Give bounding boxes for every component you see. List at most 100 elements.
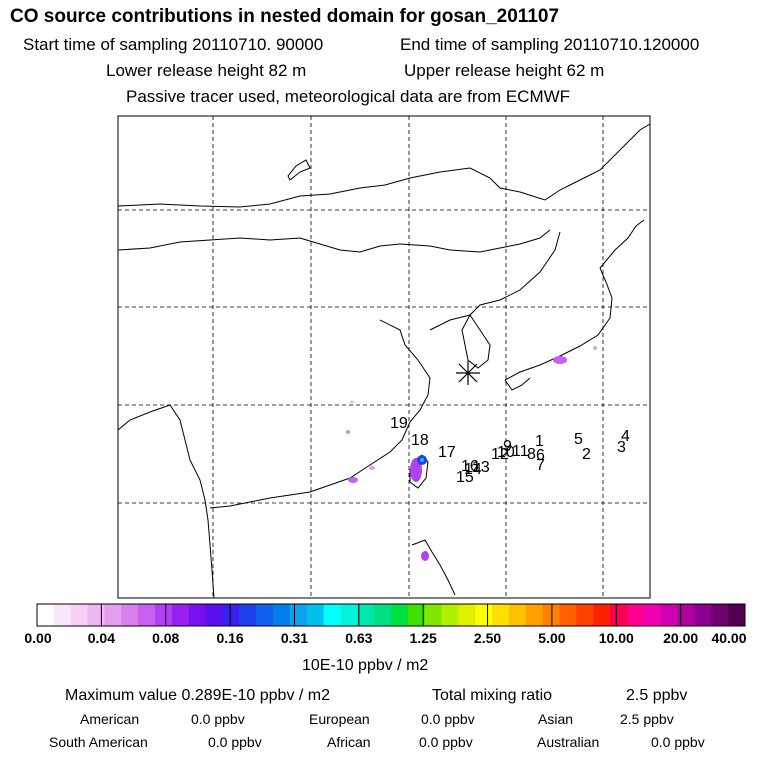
start-time-text: Start time of sampling 20110710. 90000 xyxy=(23,35,324,54)
trajectory-label: 2 xyxy=(582,446,591,463)
total-mixing-value: 2.5 ppbv xyxy=(626,687,688,704)
receptor-marker-line xyxy=(458,363,478,383)
trajectory-label: 4 xyxy=(621,428,630,445)
australian-label: Australian xyxy=(537,734,600,750)
colorbar-cell xyxy=(728,604,746,626)
colorbar-cell xyxy=(509,604,527,626)
colorbar-cell xyxy=(492,604,510,626)
colorbar-tick-label: 0.31 xyxy=(281,630,308,646)
american-label: American xyxy=(80,711,140,727)
colorbar-tick-label: 5.00 xyxy=(538,630,565,646)
concentration-patch xyxy=(420,458,424,462)
colorbar-cell xyxy=(475,604,493,626)
concentration-patch xyxy=(593,346,597,350)
concentration-patch xyxy=(346,430,350,434)
receptor-marker xyxy=(456,361,480,385)
colorbar-cell xyxy=(340,604,358,626)
colorbar-tick-label: 20.00 xyxy=(663,630,698,646)
trajectory-labels: 1 2 3 4 5 6 7 8 9 10 11 12 13 14 15 16 1… xyxy=(390,415,630,486)
colorbar-cell xyxy=(273,604,291,626)
japan-coastline xyxy=(504,267,613,381)
colorbar-cell xyxy=(559,604,577,626)
african-value: 0.0 ppbv xyxy=(419,734,473,750)
colorbar-cell xyxy=(171,604,190,626)
upper-height-text: Upper release height 62 m xyxy=(404,61,605,80)
colorbar-cell xyxy=(525,604,544,626)
american-value: 0.0 ppbv xyxy=(191,711,245,727)
trajectory-label: 7 xyxy=(536,457,545,474)
trajectory-label: 11 xyxy=(512,443,529,460)
colorbar-cell xyxy=(610,604,628,626)
trajectory-label: 15 xyxy=(456,469,474,486)
max-value-text: Maximum value 0.289E-10 ppbv / m2 xyxy=(65,687,331,704)
trajectory-label: 17 xyxy=(438,444,456,461)
trajectory-label: 5 xyxy=(574,431,583,448)
concentration-patch xyxy=(348,477,358,483)
trajectory-label: 6 xyxy=(536,447,545,464)
lower-height-text: Lower release height 82 m xyxy=(106,61,307,80)
philippines-outline xyxy=(411,539,456,596)
concentration-patches xyxy=(346,346,597,561)
trajectory-label: 8 xyxy=(527,446,536,463)
asian-label: Asian xyxy=(538,711,574,727)
colorbar-tick-label: 0.63 xyxy=(345,630,372,646)
colorbar-cell xyxy=(306,604,325,626)
colorbar-cell xyxy=(121,604,139,626)
colorbar-cell xyxy=(593,604,611,626)
lake-outline xyxy=(287,159,311,181)
colorbar-cell xyxy=(458,604,476,626)
coastline xyxy=(117,123,651,208)
concentration-patch xyxy=(369,466,375,470)
colorbar-cell xyxy=(711,604,729,626)
colorbar-ticks: 0.00 0.04 0.08 0.16 0.31 0.63 1.25 2.50 5.00 10.0… xyxy=(24,604,747,646)
colorbar-cell xyxy=(70,604,89,626)
australian-value: 0.0 ppbv xyxy=(651,734,705,750)
european-label: European xyxy=(309,711,370,727)
colorbar-cell xyxy=(323,604,341,626)
colorbar-cell xyxy=(138,604,156,626)
colorbar-cell xyxy=(694,604,712,626)
colorbar-tick-label: 10.00 xyxy=(599,630,634,646)
colorbar-cell xyxy=(441,604,459,626)
trajectory-label: 10 xyxy=(497,444,515,461)
japan-coastline xyxy=(599,219,645,269)
colorbar-cell xyxy=(374,604,392,626)
coastline xyxy=(429,231,561,331)
trajectory-label: 16 xyxy=(461,458,479,475)
colorbar-cell xyxy=(256,604,274,626)
african-label: African xyxy=(327,734,371,750)
colorbar-cell xyxy=(222,604,240,626)
trajectory-label: 13 xyxy=(472,459,490,476)
colorbar-cell xyxy=(627,604,645,626)
japan-coastline xyxy=(504,377,531,391)
trajectory-label: 9 xyxy=(503,438,512,455)
colorbar-tick-label: 2.50 xyxy=(474,630,501,646)
end-time-text: End time of sampling 20110710.120000 xyxy=(400,35,700,54)
colorbar-cell xyxy=(205,604,223,626)
colorbar-cell xyxy=(357,604,375,626)
country-border xyxy=(117,229,551,253)
coastline xyxy=(117,404,215,599)
concentration-patch xyxy=(421,551,429,561)
coastlines xyxy=(117,123,651,599)
tracer-note-text: Passive tracer used, meteorological data… xyxy=(126,87,571,106)
coastline xyxy=(209,319,431,509)
colorbar-unit: 10E-10 ppbv / m2 xyxy=(302,657,429,674)
colorbar-tick-label: 0.08 xyxy=(152,630,179,646)
concentration-patch xyxy=(553,356,567,364)
colorbar-tick-label: 40.00 xyxy=(711,630,746,646)
colorbar-cell xyxy=(542,604,561,626)
colorbar-cell xyxy=(87,604,105,626)
colorbar-cell xyxy=(424,604,443,626)
colorbar-cell xyxy=(576,604,594,626)
colorbar-cell xyxy=(289,604,308,626)
colorbar-tick-label: 0.16 xyxy=(216,630,243,646)
south-american-value: 0.0 ppbv xyxy=(208,734,262,750)
colorbar-cell xyxy=(239,604,257,626)
colorbar-cell xyxy=(391,604,409,626)
colorbar-cell xyxy=(155,604,173,626)
colorbar-cell xyxy=(37,604,55,626)
european-value: 0.0 ppbv xyxy=(421,711,475,727)
